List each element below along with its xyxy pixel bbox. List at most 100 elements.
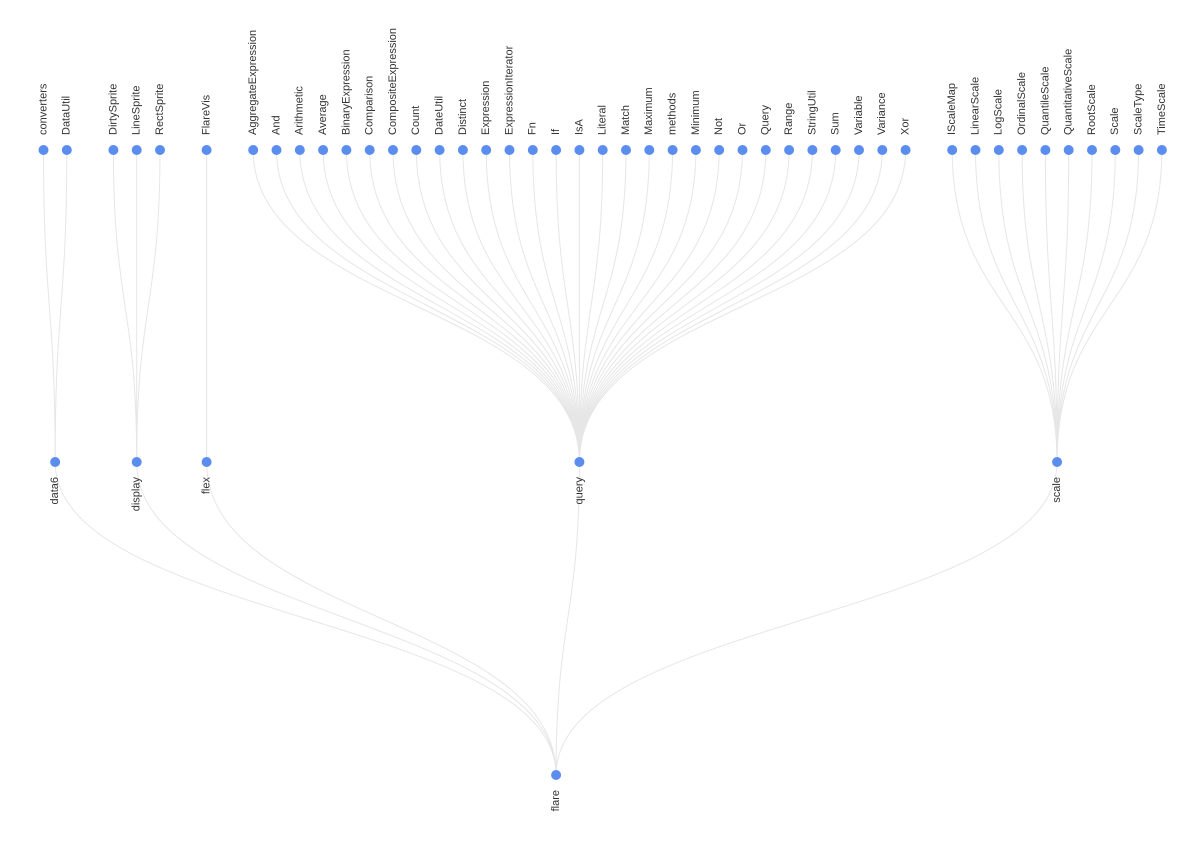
leaf-node-literal[interactable]: Literal [597,105,609,155]
group-node-query[interactable]: query [573,457,585,505]
leaf-node-binary-expression[interactable]: BinaryExpression [340,49,352,155]
leaf-node-maximum[interactable]: Maximum [643,87,655,155]
group-node-scale-dot[interactable] [1052,457,1063,467]
leaf-node-string-util[interactable]: StringUtil [806,90,818,155]
leaf-node-variable[interactable]: Variable [853,95,865,155]
leaf-node-flare-vis[interactable]: FlareVis [201,94,213,155]
leaf-node-scale[interactable]: Scale [1109,107,1121,155]
leaf-node-iscale-map[interactable]: IScaleMap [946,83,958,155]
leaf-node-converters[interactable]: converters [37,83,49,155]
leaf-node-dirty-sprite-dot[interactable] [108,145,119,155]
leaf-node-log-scale[interactable]: LogScale [993,89,1005,155]
leaf-node-time-scale-dot[interactable] [1156,145,1167,155]
leaf-node-rect-sprite-dot[interactable] [155,145,165,155]
leaf-node-ordinal-scale[interactable]: OrdinalScale [1016,72,1028,155]
leaf-node-if-dot[interactable] [551,145,562,155]
leaf-node-root-scale-dot[interactable] [1087,145,1097,155]
group-node-display-dot[interactable] [131,457,142,467]
leaf-node-match-dot[interactable] [621,145,631,155]
leaf-node-distinct[interactable]: Distinct [457,99,469,155]
leaf-node-root-scale[interactable]: RootScale [1086,84,1098,155]
leaf-node-scale-dot[interactable] [1110,145,1121,155]
leaf-node-scale-type-dot[interactable] [1133,145,1144,155]
leaf-node-average-dot[interactable] [318,145,329,155]
leaf-node-composite-expression-dot[interactable] [388,145,398,155]
leaf-node-flare-vis-dot[interactable] [201,145,212,155]
leaf-node-average[interactable]: Average [317,94,329,155]
leaf-node-sum-dot[interactable] [830,145,841,155]
root-node-flare[interactable]: flare [550,770,562,811]
leaf-node-quantile-scale-dot[interactable] [1040,145,1051,155]
group-node-data6-dot[interactable] [50,457,61,467]
leaf-node-minimum-dot[interactable] [690,145,701,155]
leaf-node-iscale-map-dot[interactable] [947,145,958,155]
leaf-node-aggregate-expression-dot[interactable] [248,145,259,155]
leaf-node-distinct-dot[interactable] [457,145,468,155]
leaf-node-dirty-sprite[interactable]: DirtySprite [107,84,119,155]
leaf-node-variance[interactable]: Variance [876,92,888,155]
leaf-node-line-sprite[interactable]: LineSprite [131,85,143,155]
leaf-node-linear-scale[interactable]: LinearScale [969,77,981,155]
leaf-node-not[interactable]: Not [713,118,725,155]
leaf-node-data-util[interactable]: DataUtil [61,96,73,155]
leaf-node-count-dot[interactable] [411,145,422,155]
group-node-flex-dot[interactable] [201,457,212,467]
leaf-node-comparison-dot[interactable] [364,145,375,155]
leaf-node-and[interactable]: And [270,115,282,155]
leaf-node-composite-expression[interactable]: CompositeExpression [387,28,399,155]
leaf-node-binary-expression-dot[interactable] [341,145,352,155]
leaf-node-range[interactable]: Range [783,103,795,155]
leaf-node-match[interactable]: Match [620,105,632,155]
leaf-node-data-util-dot[interactable] [61,145,72,155]
leaf-node-fn-dot[interactable] [527,145,538,155]
leaf-node-query[interactable]: Query [760,105,772,155]
leaf-node-line-sprite-dot[interactable] [131,145,142,155]
leaf-node-quantile-scale[interactable]: QuantileScale [1039,67,1051,156]
leaf-node-linear-scale-dot[interactable] [970,145,981,155]
leaf-node-rect-sprite[interactable]: RectSprite [154,84,166,155]
leaf-node-count[interactable]: Count [410,106,422,155]
leaf-node-log-scale-dot[interactable] [993,145,1004,155]
group-node-display[interactable]: display [131,457,143,511]
leaf-node-maximum-dot[interactable] [644,145,655,155]
leaf-node-query-dot[interactable] [760,145,771,155]
group-node-flex[interactable]: flex [201,457,213,494]
leaf-node-literal-dot[interactable] [597,145,608,155]
leaf-node-comparison[interactable]: Comparison [364,76,376,155]
leaf-node-quantitative-scale[interactable]: QuantitativeScale [1063,49,1075,155]
leaf-node-and-dot[interactable] [271,145,282,155]
leaf-node-not-dot[interactable] [714,145,725,155]
leaf-node-minimum[interactable]: Minimum [690,90,702,155]
group-node-query-dot[interactable] [574,457,585,467]
leaf-node-methods[interactable]: methods [667,92,679,155]
leaf-node-xor[interactable]: Xor [900,118,912,155]
group-node-data6[interactable]: data6 [49,457,61,505]
leaf-node-expression-iterator[interactable]: ExpressionIterator [503,45,515,155]
leaf-node-fn[interactable]: Fn [527,122,539,155]
leaf-node-variable-dot[interactable] [854,145,864,155]
leaf-node-is-a-dot[interactable] [574,145,585,155]
leaf-node-expression-dot[interactable] [481,145,492,155]
leaf-node-methods-dot[interactable] [667,145,678,155]
leaf-node-date-util[interactable]: DateUtil [434,96,446,155]
leaf-node-string-util-dot[interactable] [807,145,818,155]
leaf-node-converters-dot[interactable] [38,145,49,155]
leaf-node-quantitative-scale-dot[interactable] [1063,145,1074,155]
leaf-node-sum[interactable]: Sum [830,112,842,155]
leaf-node-arithmetic-dot[interactable] [294,145,305,155]
leaf-node-expression[interactable]: Expression [480,81,492,155]
leaf-node-is-a[interactable]: IsA [573,118,585,155]
leaf-node-range-dot[interactable] [784,145,795,155]
leaf-node-ordinal-scale-dot[interactable] [1017,145,1028,155]
leaf-node-arithmetic[interactable]: Arithmetic [294,86,306,155]
leaf-node-xor-dot[interactable] [900,145,911,155]
leaf-node-aggregate-expression[interactable]: AggregateExpression [247,30,259,155]
leaf-node-time-scale[interactable]: TimeScale [1156,83,1168,155]
leaf-node-if[interactable]: If [550,128,562,155]
root-node-flare-dot[interactable] [551,770,562,780]
leaf-node-expression-iterator-dot[interactable] [504,145,515,155]
leaf-node-scale-type[interactable]: ScaleType [1133,84,1145,155]
leaf-node-or[interactable]: Or [736,122,748,155]
leaf-node-variance-dot[interactable] [877,145,888,155]
leaf-node-date-util-dot[interactable] [434,145,445,155]
